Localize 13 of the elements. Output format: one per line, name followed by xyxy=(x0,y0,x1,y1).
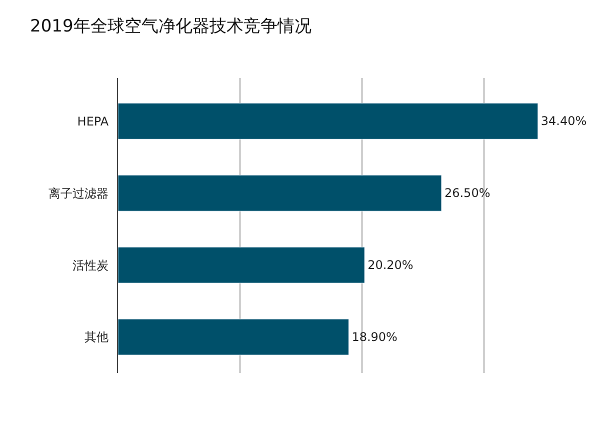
y-tick-label: 活性炭 xyxy=(72,258,109,272)
bar xyxy=(118,174,442,212)
y-tick-label: HEPA xyxy=(77,114,110,128)
data-label: 18.90% xyxy=(352,330,398,344)
data-label: 20.20% xyxy=(368,258,414,272)
bar xyxy=(118,102,538,140)
data-label: 34.40% xyxy=(540,114,587,128)
bar xyxy=(118,318,349,356)
bar xyxy=(118,246,365,284)
data-label: 26.50% xyxy=(444,186,490,200)
y-tick-label: 其他 xyxy=(84,330,109,344)
y-tick-label: 离子过滤器 xyxy=(48,186,109,200)
chart-title: 2019年全球空气净化器技术竞争情况 xyxy=(30,16,312,36)
